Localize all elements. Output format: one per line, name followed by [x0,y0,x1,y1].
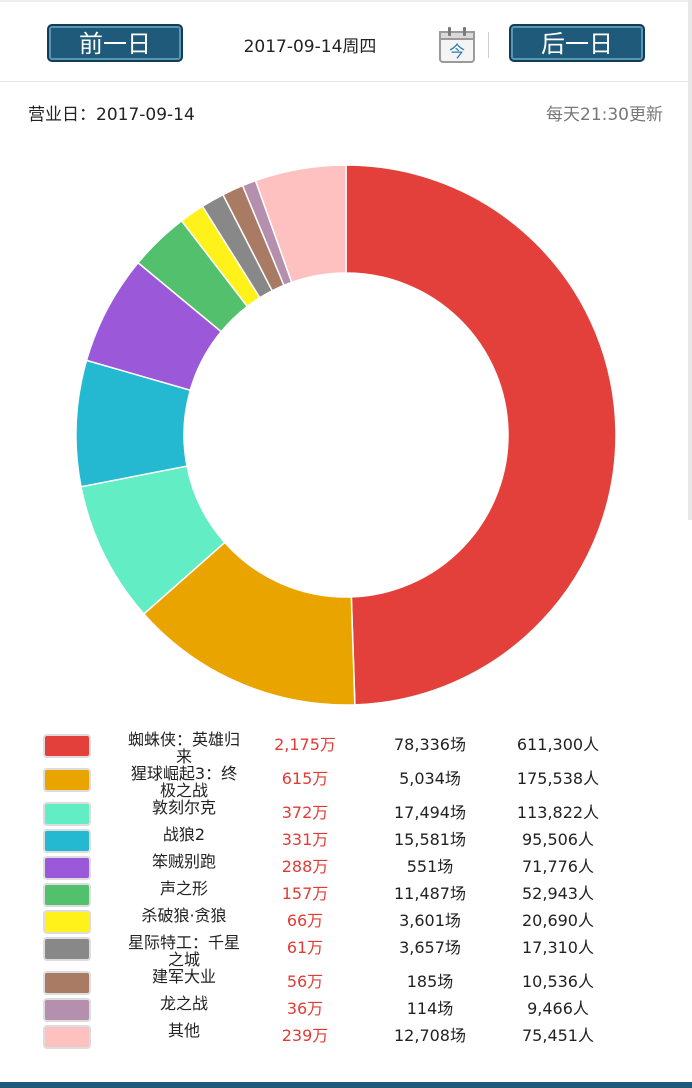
legend-show-count: 114场 [406,999,454,1018]
scrollbar-track [688,0,692,520]
legend-row: 猩球崛起3：终极之战 615万 5,034场 175,538人 [0,762,692,800]
legend-audience-count: 75,451人 [522,1026,594,1045]
legend-film-name: 笨贼别跑 [151,852,216,871]
legend-film-name: 蜘蛛侠：英雄归来 [128,730,241,766]
legend-show-count: 3,657场 [399,938,461,957]
legend-box-office: 331万 [281,830,329,849]
legend-show-count: 17,494场 [394,803,466,822]
legend-show-count: 5,034场 [399,769,461,788]
prev-day-button[interactable]: 前一日 [47,24,183,62]
legend-show-count: 185场 [406,972,454,991]
legend-row: 龙之战 36万 114场 9,466人 [0,992,692,1022]
donut-slice [345,164,617,706]
legend-swatch [43,829,91,853]
donut-slice [254,164,347,284]
legend-show-count: 11,487场 [394,884,466,903]
update-note: 每天21:30更新 [546,105,663,125]
legend-swatch [43,998,91,1022]
legend-swatch [43,1025,91,1049]
donut-chart [75,164,617,706]
legend-swatch [43,883,91,907]
legend-box-office: 239万 [281,1026,329,1045]
legend-swatch [43,768,91,792]
legend-row: 敦刻尔克 372万 17,494场 113,822人 [0,796,692,826]
legend-box-office: 56万 [286,972,324,991]
calendar-icon[interactable]: 今 [438,26,476,64]
legend-film-name: 星际特工：千星之城 [128,933,241,969]
footer-bar [0,1082,692,1088]
legend-swatch [43,802,91,826]
legend-show-count: 15,581场 [394,830,466,849]
legend-show-count: 551场 [406,857,454,876]
next-day-button[interactable]: 后一日 [509,24,645,62]
legend-box-office: 157万 [281,884,329,903]
legend-box-office: 61万 [286,938,324,957]
legend-swatch [43,937,91,961]
header-divider [488,32,489,58]
legend-audience-count: 95,506人 [522,830,594,849]
legend-show-count: 3,601场 [399,911,461,930]
legend-row: 星际特工：千星之城 61万 3,657场 17,310人 [0,931,692,969]
legend-swatch [43,856,91,880]
legend-table: 蜘蛛侠：英雄归来 2,175万 78,336场 611,300人猩球崛起3：终极之战 6… [0,728,692,1049]
legend-audience-count: 17,310人 [522,938,594,957]
legend-box-office: 66万 [286,911,324,930]
legend-swatch [43,971,91,995]
legend-film-name: 杀破狼·贪狼 [141,906,227,925]
legend-show-count: 78,336场 [394,735,466,754]
legend-audience-count: 9,466人 [527,999,589,1018]
legend-audience-count: 175,538人 [516,769,600,788]
legend-row: 杀破狼·贪狼 66万 3,601场 20,690人 [0,904,692,934]
legend-row: 战狼2 331万 15,581场 95,506人 [0,823,692,853]
legend-row: 蜘蛛侠：英雄归来 2,175万 78,336场 611,300人 [0,728,692,766]
legend-swatch [43,910,91,934]
legend-box-office: 36万 [286,999,324,1018]
legend-swatch [43,734,91,758]
business-day-label: 营业日：2017-09-14 [28,105,195,125]
legend-row: 建军大业 56万 185场 10,536人 [0,965,692,995]
legend-film-name: 敦刻尔克 [151,798,216,817]
legend-audience-count: 113,822人 [516,803,600,822]
legend-film-name: 龙之战 [159,994,208,1013]
header: 前一日 2017-09-14周四 今 后一日 [0,0,692,82]
legend-row: 声之形 157万 11,487场 52,943人 [0,877,692,907]
legend-box-office: 372万 [281,803,329,822]
legend-film-name: 猩球崛起3：终极之战 [130,764,238,800]
calendar-today-label: 今 [449,42,465,61]
legend-audience-count: 52,943人 [522,884,594,903]
legend-row: 笨贼别跑 288万 551场 71,776人 [0,850,692,880]
legend-film-name: 声之形 [159,879,208,898]
legend-box-office: 2,175万 [274,735,336,754]
legend-film-name: 其他 [167,1021,200,1040]
legend-box-office: 615万 [281,769,329,788]
legend-audience-count: 71,776人 [522,857,594,876]
legend-audience-count: 611,300人 [516,735,600,754]
date-title: 2017-09-14周四 [243,37,377,57]
legend-film-name: 建军大业 [151,967,216,986]
legend-box-office: 288万 [281,857,329,876]
legend-film-name: 战狼2 [162,825,206,844]
legend-audience-count: 20,690人 [522,911,594,930]
legend-audience-count: 10,536人 [522,972,594,991]
legend-show-count: 12,708场 [394,1026,466,1045]
legend-row: 其他 239万 12,708场 75,451人 [0,1019,692,1049]
